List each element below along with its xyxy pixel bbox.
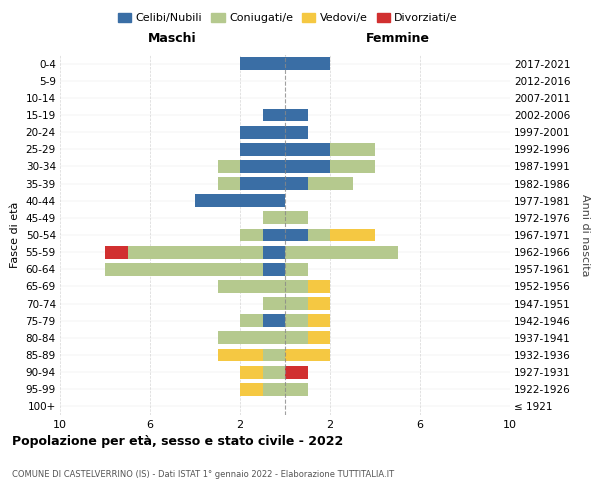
Bar	[285, 280, 308, 293]
Bar	[263, 108, 285, 122]
Bar	[240, 126, 285, 138]
Bar	[263, 348, 285, 362]
Bar	[240, 228, 263, 241]
Text: Maschi: Maschi	[148, 32, 197, 44]
Bar	[285, 246, 398, 258]
Bar	[308, 314, 330, 327]
Legend: Celibi/Nubili, Coniugati/e, Vedovi/e, Divorziati/e: Celibi/Nubili, Coniugati/e, Vedovi/e, Di…	[113, 8, 463, 28]
Bar	[240, 383, 263, 396]
Bar	[285, 228, 308, 241]
Bar	[263, 366, 285, 378]
Bar	[330, 228, 375, 241]
Bar	[263, 297, 285, 310]
Y-axis label: Fasce di età: Fasce di età	[10, 202, 20, 268]
Bar	[285, 57, 330, 70]
Bar	[195, 194, 285, 207]
Bar	[285, 177, 308, 190]
Bar	[240, 366, 263, 378]
Bar	[263, 263, 285, 276]
Bar	[285, 143, 330, 156]
Bar	[285, 263, 308, 276]
Bar	[218, 332, 285, 344]
Bar	[263, 228, 285, 241]
Bar	[218, 160, 240, 173]
Bar	[285, 332, 308, 344]
Bar	[285, 366, 308, 378]
Bar	[285, 383, 308, 396]
Bar	[240, 160, 285, 173]
Bar	[240, 57, 285, 70]
Bar	[285, 314, 308, 327]
Bar	[105, 246, 128, 258]
Bar	[263, 212, 285, 224]
Bar	[128, 246, 263, 258]
Bar	[218, 348, 263, 362]
Bar	[308, 297, 330, 310]
Bar	[285, 297, 308, 310]
Bar	[240, 177, 285, 190]
Bar	[285, 126, 308, 138]
Bar	[263, 246, 285, 258]
Bar	[285, 348, 330, 362]
Text: Femmine: Femmine	[365, 32, 430, 44]
Bar	[105, 263, 263, 276]
Bar	[285, 108, 308, 122]
Text: COMUNE DI CASTELVERRINO (IS) - Dati ISTAT 1° gennaio 2022 - Elaborazione TUTTITA: COMUNE DI CASTELVERRINO (IS) - Dati ISTA…	[12, 470, 394, 479]
Bar	[285, 212, 308, 224]
Bar	[240, 314, 263, 327]
Y-axis label: Anni di nascita: Anni di nascita	[580, 194, 590, 276]
Bar	[218, 177, 240, 190]
Bar	[218, 280, 285, 293]
Bar	[308, 280, 330, 293]
Bar	[330, 143, 375, 156]
Bar	[308, 177, 353, 190]
Bar	[240, 143, 285, 156]
Text: Popolazione per età, sesso e stato civile - 2022: Popolazione per età, sesso e stato civil…	[12, 435, 343, 448]
Bar	[263, 314, 285, 327]
Bar	[263, 383, 285, 396]
Bar	[308, 332, 330, 344]
Bar	[308, 228, 330, 241]
Bar	[330, 160, 375, 173]
Bar	[285, 160, 330, 173]
